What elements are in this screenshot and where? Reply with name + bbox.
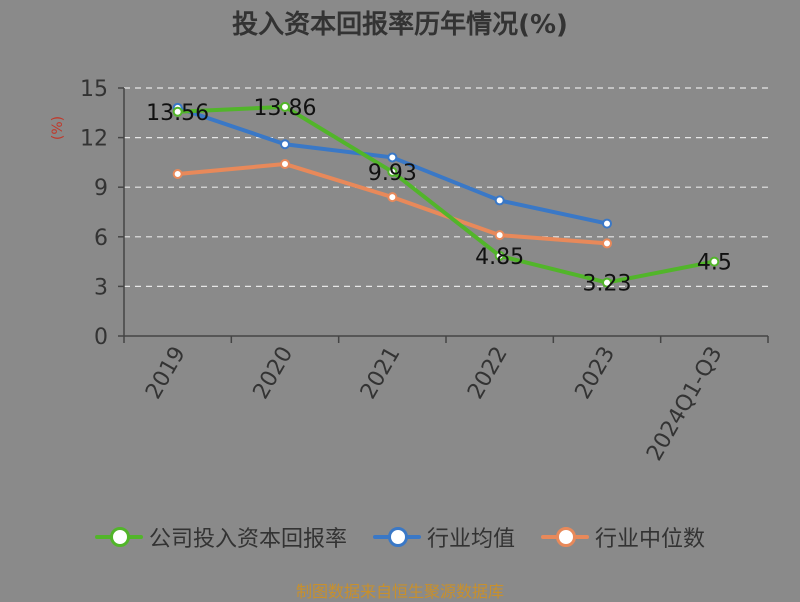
data-label: 9.93 — [368, 161, 417, 186]
data-point[interactable] — [494, 195, 505, 206]
data-point[interactable] — [494, 230, 505, 241]
data-point[interactable] — [494, 250, 505, 261]
data-point[interactable] — [602, 218, 612, 229]
y-tick-label: 3 — [94, 275, 108, 300]
data-label: 13.56 — [146, 101, 209, 126]
data-label: 4.5 — [697, 251, 732, 276]
x-tick-label: 2023 — [571, 343, 621, 404]
y-tick-label: 6 — [94, 226, 108, 251]
legend-item-industry-mean[interactable]: 行业均值 — [372, 521, 515, 553]
legend: 公司投入资本回报率 行业均值 行业中位数 — [0, 520, 800, 554]
data-point[interactable] — [387, 152, 398, 163]
x-tick-label: 2021 — [356, 343, 406, 404]
x-tick-label: 2022 — [463, 342, 513, 403]
data-point[interactable] — [387, 166, 398, 177]
data-point[interactable] — [709, 256, 720, 267]
data-labels: 13.56 13.86 9.93 4.85 3.23 4.5 — [146, 96, 732, 297]
legend-item-industry-median[interactable]: 行业中位数 — [541, 521, 705, 553]
y-tick-label: 12 — [80, 127, 108, 152]
data-point[interactable] — [280, 139, 290, 150]
data-point[interactable] — [602, 277, 612, 288]
legend-line-company — [94, 527, 143, 547]
legend-label-industry-median: 行业中位数 — [595, 527, 706, 552]
data-label: 3.23 — [583, 272, 632, 297]
legend-label-industry-mean: 行业均值 — [426, 527, 515, 552]
series-line — [175, 104, 717, 285]
data-point[interactable] — [280, 101, 290, 112]
x-tick-label: 2020 — [249, 343, 299, 404]
legend-line-industry-median — [541, 527, 589, 547]
y-tick-label: 15 — [80, 77, 108, 102]
data-point[interactable] — [280, 159, 290, 170]
y-tick-label: 0 — [94, 325, 108, 350]
gridlines — [124, 87, 768, 287]
data-label: 13.86 — [254, 96, 317, 121]
chart-title: 投入资本回报率历年情况(%) — [232, 10, 568, 40]
data-point[interactable] — [602, 238, 612, 249]
legend-item-company[interactable]: 公司投入资本回报率 — [94, 521, 347, 553]
data-label: 4.85 — [475, 245, 524, 270]
series-lines — [172, 101, 720, 288]
legend-label-company: 公司投入资本回报率 — [148, 527, 347, 552]
legend-line-industry-mean — [372, 527, 421, 547]
x-tick-label: 2019 — [141, 343, 191, 404]
y-axis-label: (%) — [50, 116, 66, 140]
source-note: 制图数据来自恒生聚源数据库 — [295, 582, 504, 601]
data-point[interactable] — [387, 192, 398, 203]
data-point[interactable] — [172, 168, 183, 179]
x-tick-label: 2024Q1-Q3 — [642, 343, 727, 466]
data-point[interactable] — [172, 106, 183, 117]
y-tick-label: 9 — [94, 176, 108, 201]
